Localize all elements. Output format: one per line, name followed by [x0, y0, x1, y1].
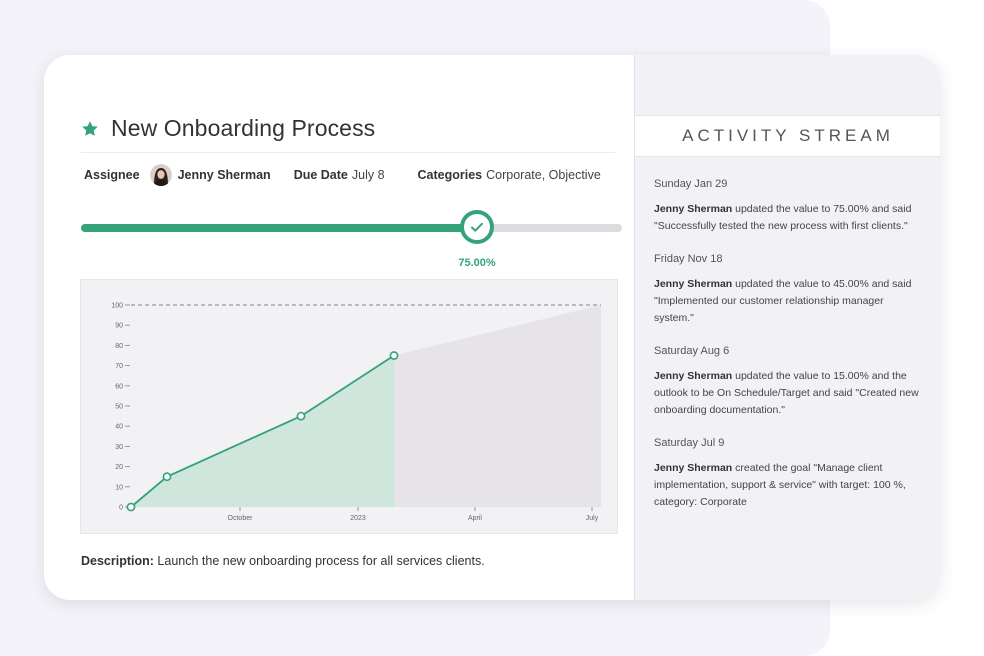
goal-details-panel: New Onboarding Process Assignee Jenny Sh… — [44, 55, 634, 600]
activity-message: updated the value to 75.00% and said "Su… — [654, 203, 912, 232]
data-point — [126, 502, 136, 512]
due-date-label: Due Date — [293, 168, 348, 182]
title-divider — [81, 152, 615, 153]
activity-text: Jenny Sherman updated the value to 75.00… — [654, 201, 924, 235]
activity-header: ACTIVITY STREAM — [682, 126, 894, 145]
y-tick-label: 70 — [115, 363, 123, 370]
progress-bar[interactable] — [81, 210, 622, 244]
page-title: New Onboarding Process — [111, 115, 376, 141]
x-tick-label: October — [228, 515, 254, 522]
progress-value: 75.00% — [458, 257, 496, 269]
avatar[interactable] — [149, 164, 172, 186]
check-icon — [471, 222, 483, 232]
activity-list: Sunday Jan 29 Jenny Sherman updated the … — [654, 178, 924, 529]
goal-card: New Onboarding Process Assignee Jenny Sh… — [44, 55, 940, 600]
description: Description: Launch the new onboarding p… — [81, 554, 485, 568]
y-tick-label: 30 — [115, 444, 123, 451]
y-tick-label: 90 — [115, 323, 123, 330]
y-tick-label: 20 — [115, 464, 123, 471]
categories-label: Categories — [417, 168, 483, 182]
title-row: New Onboarding Process — [81, 115, 375, 142]
projection-area — [394, 305, 601, 507]
progress-area — [131, 355, 394, 507]
x-tick-label: April — [468, 515, 482, 522]
activity-message: created the goal "Manage client implemen… — [654, 462, 906, 508]
activity-header-band: ACTIVITY STREAM — [635, 115, 940, 157]
activity-item: Saturday Aug 6 Jenny Sherman updated the… — [654, 345, 924, 419]
progress-chart: 0 10 20 30 40 50 60 70 80 90 100 October 2023 April Ju… — [80, 279, 618, 534]
activity-message: updated the value to 15.00% and the outl… — [654, 370, 919, 416]
progress-chart-svg: 0 10 20 30 40 50 60 70 80 90 100 October 2023 April Ju… — [111, 303, 601, 522]
activity-date: Friday Nov 18 — [654, 253, 723, 265]
activity-date: Saturday Jul 9 — [654, 437, 725, 449]
activity-message: updated the value to 45.00% and said "Im… — [654, 278, 912, 324]
activity-item: Sunday Jan 29 Jenny Sherman updated the … — [654, 178, 924, 235]
y-tick-label: 100 — [111, 303, 123, 310]
y-tick-label: 0 — [119, 505, 123, 512]
y-tick-label: 10 — [115, 484, 123, 491]
description-label: Description: — [81, 554, 154, 568]
categories-value: Corporate, Objective — [486, 168, 601, 182]
x-tick-label: July — [586, 515, 599, 522]
assignee-name[interactable]: Jenny Sherman — [177, 168, 271, 182]
activity-user[interactable]: Jenny Sherman — [654, 278, 733, 290]
activity-user[interactable]: Jenny Sherman — [654, 462, 733, 474]
activity-user[interactable]: Jenny Sherman — [654, 370, 733, 382]
y-tick-label: 50 — [115, 404, 123, 411]
due-date-value: July 8 — [351, 168, 385, 182]
x-tick-label: 2023 — [350, 515, 366, 522]
assignee-label: Assignee — [84, 168, 140, 182]
activity-panel: ACTIVITY STREAM Sunday Jan 29 Jenny Sher… — [634, 55, 940, 600]
progress-handle[interactable] — [460, 210, 494, 244]
data-point — [162, 472, 172, 482]
y-tick-label: 40 — [115, 424, 123, 431]
activity-date: Sunday Jan 29 — [654, 178, 728, 190]
y-tick-label: 60 — [115, 383, 123, 390]
series-line — [130, 354, 395, 508]
activity-text: Jenny Sherman updated the value to 15.00… — [654, 368, 924, 419]
data-point — [296, 411, 306, 421]
goal-meta-row: Assignee Jenny Sherman Due Date July 8 C… — [84, 163, 601, 187]
progress-fill — [81, 224, 477, 232]
activity-user[interactable]: Jenny Sherman — [654, 203, 733, 215]
activity-item: Saturday Jul 9 Jenny Sherman created the… — [654, 437, 924, 511]
description-text: Launch the new onboarding process for al… — [157, 554, 485, 568]
activity-date: Saturday Aug 6 — [654, 345, 730, 357]
activity-text: Jenny Sherman created the goal "Manage c… — [654, 460, 924, 511]
data-point — [389, 351, 399, 360]
y-tick-label: 80 — [115, 343, 123, 350]
activity-item: Friday Nov 18 Jenny Sherman updated the … — [654, 253, 924, 327]
star-icon[interactable] — [81, 120, 99, 138]
activity-text: Jenny Sherman updated the value to 45.00… — [654, 276, 924, 327]
